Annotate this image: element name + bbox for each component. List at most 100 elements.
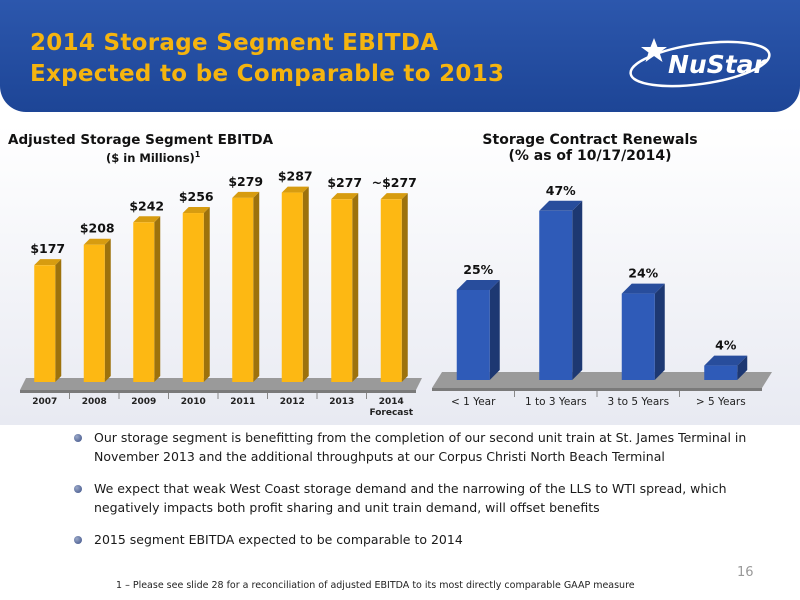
bar-top — [232, 191, 260, 198]
bar-group — [704, 355, 748, 380]
data-label: $256 — [179, 189, 214, 204]
bar-top — [331, 193, 359, 200]
title-line-2: Expected to be Comparable to 2013 — [30, 61, 505, 87]
data-label: ~$277 — [372, 175, 417, 190]
bar-side — [302, 186, 309, 382]
category-label: > 5 Years — [696, 396, 746, 408]
bar-top — [380, 193, 408, 200]
nustar-logo: NuStar — [629, 38, 771, 88]
bullet-text: Our storage segment is benefitting from … — [94, 430, 747, 464]
bar — [281, 192, 303, 382]
data-label: $277 — [327, 175, 362, 190]
bar-group — [539, 200, 583, 380]
bar — [331, 199, 353, 382]
bar-side — [401, 193, 408, 382]
bar-top — [281, 186, 309, 193]
category-sublabel: Forecast — [369, 408, 413, 418]
right-chart-title: Storage Contract Renewals (% as of 10/17… — [470, 132, 710, 164]
bar — [83, 244, 105, 382]
bar-top — [456, 280, 500, 290]
left-chart-title: Adjusted Storage Segment EBITDA — [8, 132, 274, 148]
bar-group — [380, 193, 408, 382]
category-label: 2009 — [131, 397, 156, 407]
slide-title: 2014 Storage Segment EBITDA Expected to … — [30, 28, 504, 90]
bar-top — [133, 216, 161, 223]
bar-top — [539, 200, 583, 211]
category-label: 2012 — [280, 397, 305, 407]
bar-side — [104, 238, 111, 382]
bullet-item: 2015 segment EBITDA expected to be compa… — [74, 530, 762, 549]
bar-top — [182, 207, 210, 214]
header-banner: 2014 Storage Segment EBITDA Expected to … — [0, 0, 800, 112]
chart-floor-edge — [20, 390, 416, 393]
data-label: 47% — [546, 183, 576, 198]
left-chart-subtitle-text: ($ in Millions) — [106, 150, 195, 165]
bullet-dot-icon — [74, 434, 82, 442]
bar — [621, 293, 655, 380]
bar — [133, 222, 155, 382]
data-label: 24% — [628, 266, 658, 281]
bullet-item: We expect that weak West Coast storage d… — [74, 479, 762, 517]
category-label: 3 to 5 Years — [607, 396, 669, 408]
bar-group — [456, 280, 500, 380]
bar-side — [654, 283, 665, 380]
bar — [539, 210, 573, 380]
data-label: 25% — [463, 262, 493, 277]
bar-group — [621, 283, 665, 380]
bullet-text: We expect that weak West Coast storage d… — [94, 481, 727, 515]
category-label: 2010 — [181, 397, 206, 407]
category-label: 1 to 3 Years — [525, 396, 587, 408]
bar-side — [737, 355, 748, 380]
category-label: 2008 — [82, 397, 107, 407]
left-chart-subtitle: ($ in Millions)1 — [106, 150, 200, 165]
bar-group — [83, 238, 111, 382]
footnote: 1 – Please see slide 28 for a reconcilia… — [116, 580, 635, 591]
bar-side — [203, 207, 210, 382]
data-label: $242 — [129, 198, 164, 213]
bar-top — [621, 283, 665, 294]
star-icon — [641, 38, 667, 62]
chart-floor — [20, 378, 422, 390]
page-number: 16 — [737, 565, 754, 580]
category-label: 2013 — [329, 397, 354, 407]
bar-group — [133, 216, 161, 382]
bullet-list: Our storage segment is benefitting from … — [74, 428, 762, 562]
chart-floor — [432, 372, 772, 388]
chart-floor-edge — [432, 388, 762, 391]
bar — [456, 290, 490, 380]
bar-group — [331, 193, 359, 382]
bar-group — [281, 186, 309, 382]
bar-side — [253, 191, 260, 382]
bar-top — [704, 355, 748, 366]
bar-top — [83, 238, 111, 245]
data-label: $287 — [278, 169, 313, 184]
bar — [34, 265, 56, 382]
bar-group — [232, 191, 260, 382]
bar-side — [154, 216, 161, 382]
title-line-1: 2014 Storage Segment EBITDA — [30, 30, 439, 56]
bar-side — [352, 193, 359, 382]
right-chart-subtitle: (% as of 10/17/2014) — [508, 148, 672, 164]
right-chart-title-line: Storage Contract Renewals — [482, 132, 698, 148]
data-label: 4% — [715, 338, 737, 353]
bar-side — [489, 280, 500, 380]
bullet-dot-icon — [74, 536, 82, 544]
bullet-item: Our storage segment is benefitting from … — [74, 428, 762, 466]
bar-side — [572, 200, 583, 380]
logo-wordmark: NuStar — [668, 50, 768, 79]
bullet-dot-icon — [74, 485, 82, 493]
bar — [232, 197, 254, 382]
category-label: 2011 — [230, 397, 255, 407]
bar-top — [34, 259, 62, 266]
data-label: $208 — [80, 221, 115, 236]
bar — [380, 199, 402, 382]
bar-side — [55, 259, 62, 382]
bar-group — [34, 259, 62, 382]
data-label: $279 — [228, 174, 263, 189]
bullet-text: 2015 segment EBITDA expected to be compa… — [94, 532, 463, 547]
bar — [704, 365, 738, 380]
category-label: 2007 — [32, 397, 57, 407]
data-label: $177 — [30, 241, 65, 256]
